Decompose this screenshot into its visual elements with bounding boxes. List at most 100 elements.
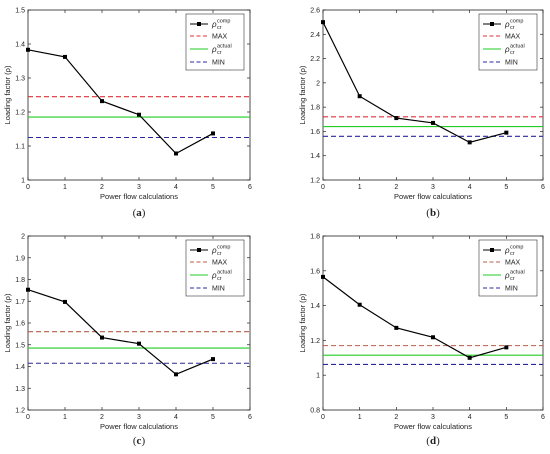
legend-label: MIN [212,286,225,293]
legend-label: MIN [505,60,518,67]
data-point-marker [504,345,509,350]
data-point-marker [211,131,215,136]
x-tick-label: 0 [321,184,325,191]
y-tick-label: 1.3 [15,76,25,83]
data-point-marker [137,341,141,346]
data-point-marker [357,94,362,99]
series-line-rho-comp [322,276,507,359]
panel-label: (c) [133,435,146,447]
y-tick-label: 1.2 [15,408,25,415]
x-tick-label: 5 [504,184,508,191]
x-tick-label: 5 [211,414,215,421]
legend-box [185,239,245,297]
legend-subscript: cr [217,25,222,31]
data-point-marker [321,274,325,279]
x-tick-label: 2 [100,184,104,191]
legend-symbol: ρ [504,20,510,29]
legend-symbol: ρ [211,271,217,280]
legend-symbol: ρ [504,45,510,54]
legend-subscript: cr [217,50,222,56]
y-tick-label: 1.4 [310,303,320,310]
legend-box [478,13,538,71]
data-point-marker [137,112,141,117]
y-tick-label: 2.6 [310,8,320,15]
x-tick-label: 1 [358,184,362,191]
chart-panel-d: 0 1 2 3 4 5 6 0.8 1 1.2 1.4 1.6 1.8 Power flow calcul… [298,234,545,448]
legend-marker [197,248,201,252]
y-tick-label: 1.8 [310,105,320,112]
legend-superscript: actual [217,44,232,50]
x-tick-label: 2 [100,414,104,421]
data-point-marker [26,287,30,292]
x-tick-label: 0 [26,184,30,191]
x-tick-label: 3 [137,414,141,421]
data-point-marker [63,54,67,59]
y-tick-label: 1.5 [15,342,25,349]
legend-subscript: cr [510,25,515,31]
data-point-marker [63,299,67,304]
x-tick-label: 0 [321,414,325,421]
data-point-marker [100,335,104,340]
legend-superscript: comp [217,19,230,25]
y-tick-label: 1.2 [15,110,25,117]
y-tick-label: 2.4 [310,32,320,39]
x-tick-label: 5 [211,184,215,191]
legend-label: MAX [505,260,521,267]
data-point-marker [174,151,178,156]
panel-label-letter: b [430,207,436,219]
legend-superscript: actual [510,44,525,50]
x-tick-label: 6 [541,414,545,421]
y-tick-label: 1.2 [310,178,320,185]
y-axis-label: Loading factor (ρ) [3,293,12,352]
y-tick-label: 2 [21,234,25,241]
y-tick-label: 2.2 [310,56,320,63]
panel-label-letter: c [137,435,142,447]
legend-superscript: actual [217,270,232,276]
x-tick-label: 2 [394,414,398,421]
x-tick-label: 4 [174,414,178,421]
x-tick-label: 0 [26,414,30,421]
data-point-marker [467,140,472,145]
panel-label: (a) [133,207,146,219]
data-point-marker [100,99,104,104]
y-tick-label: 1 [21,178,25,185]
x-tick-label: 4 [174,184,178,191]
x-tick-label: 2 [394,184,398,191]
y-tick-label: 1.6 [310,129,320,136]
x-tick-label: 5 [504,414,508,421]
x-axis-label: Power flow calculations [100,192,178,201]
x-axis-label: Power flow calculations [100,422,178,431]
x-tick-label: 3 [431,184,435,191]
panel-label-letter: a [136,207,142,219]
y-axis-label: Loading factor (ρ) [298,293,307,352]
legend-marker [490,248,494,252]
y-tick-label: 1.6 [15,321,25,328]
legend-box [478,239,538,297]
panel-label: (d) [426,435,440,447]
y-tick-label: 1.3 [15,386,25,393]
x-tick-label: 1 [358,414,362,421]
legend-symbol: ρ [211,45,217,54]
y-tick-label: 1.8 [15,277,25,284]
y-tick-label: 1 [316,373,320,380]
data-point-marker [174,372,178,377]
x-axis-label: Power flow calculations [394,192,472,201]
series-line-rho-comp [322,21,507,143]
x-tick-label: 3 [431,414,435,421]
x-tick-label: 1 [63,414,67,421]
x-tick-label: 4 [468,414,472,421]
x-tick-label: 3 [137,184,141,191]
y-tick-label: 1.6 [310,268,320,275]
legend-subscript: cr [510,251,515,257]
y-tick-label: 1.5 [15,8,25,15]
legend-label: MAX [212,260,228,267]
legend-label: MIN [212,60,225,67]
legend-subscript: cr [510,50,515,56]
data-point-marker [394,325,399,330]
x-tick-label: 1 [63,184,67,191]
x-tick-label: 4 [468,184,472,191]
y-axis-label: Loading factor (ρ) [298,65,307,124]
chart-panel-b: 0 1 2 3 4 5 6 1.2 1.4 1.6 1.8 2 2.2 2.4 2.6 Power flow … [298,8,545,220]
